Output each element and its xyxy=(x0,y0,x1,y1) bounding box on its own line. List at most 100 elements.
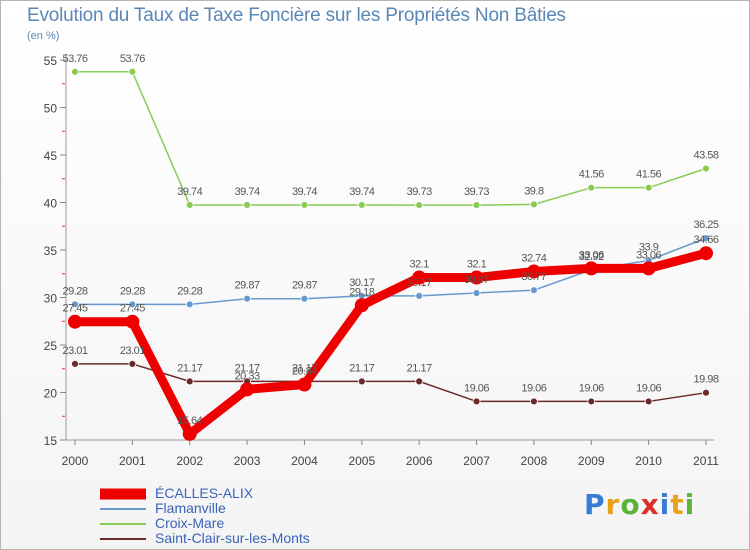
chart-title: Evolution du Taux de Taxe Foncière sur l… xyxy=(27,5,566,26)
y-tick-label: 15 xyxy=(44,434,58,448)
x-tick-label: 2002 xyxy=(176,454,203,468)
x-tick-label: 2007 xyxy=(463,454,490,468)
data-label: 39.74 xyxy=(292,186,317,198)
data-label: 21.17 xyxy=(177,362,202,374)
data-point xyxy=(526,264,541,279)
data-point xyxy=(472,201,481,209)
data-label: 39.8 xyxy=(524,185,544,197)
data-label: 19.06 xyxy=(464,382,489,394)
data-point xyxy=(354,298,369,313)
logo-letter: o xyxy=(620,488,641,521)
legend-swatch xyxy=(100,488,146,499)
data-label: 33.9 xyxy=(639,241,659,253)
data-label: 21.17 xyxy=(235,362,260,374)
data-point xyxy=(240,382,255,397)
data-label: 39.74 xyxy=(235,186,260,198)
data-point xyxy=(641,261,656,276)
data-label: 33.06 xyxy=(636,249,661,261)
data-point xyxy=(243,201,251,209)
data-label: 19.98 xyxy=(693,374,718,386)
data-point xyxy=(185,201,194,209)
data-label: 30.17 xyxy=(349,277,374,289)
logo-letter: i xyxy=(684,488,696,521)
data-point xyxy=(584,261,599,276)
x-tick-label: 2008 xyxy=(521,454,548,468)
data-point xyxy=(644,183,653,192)
x-tick-label: 2009 xyxy=(578,454,605,468)
y-tick-label: 25 xyxy=(44,339,58,353)
data-point xyxy=(702,234,710,243)
data-label: 19.06 xyxy=(521,382,546,394)
legend-label: ÉCALLES-ALIX xyxy=(155,485,254,501)
data-point xyxy=(182,426,197,441)
data-point xyxy=(469,270,484,285)
data-point xyxy=(702,164,710,173)
data-label: 32.92 xyxy=(579,251,604,263)
logo-letter: x xyxy=(640,488,660,521)
logo-letter: r xyxy=(605,488,621,521)
legend-swatch xyxy=(100,507,146,510)
data-point xyxy=(412,270,427,285)
logo-letter: t xyxy=(670,488,685,521)
legend-label: Croix-Mare xyxy=(155,515,225,531)
data-label: 21.17 xyxy=(407,362,432,374)
proxiti-logo: Proxiti xyxy=(584,488,695,521)
data-point xyxy=(530,397,538,406)
data-label: 20.33 xyxy=(235,370,260,382)
y-tick-label: 50 xyxy=(44,102,58,116)
data-label: 53.76 xyxy=(120,53,145,65)
data-label: 34.66 xyxy=(693,234,718,246)
data-point xyxy=(357,377,366,386)
x-tick-label: 2003 xyxy=(234,454,261,468)
data-point xyxy=(415,377,424,386)
legend-swatch xyxy=(100,522,146,525)
data-label: 30.47 xyxy=(464,274,489,286)
data-label: 15.64 xyxy=(177,415,202,427)
data-point xyxy=(587,397,596,406)
data-point xyxy=(297,377,312,392)
data-point xyxy=(71,300,79,309)
data-label: 29.87 xyxy=(292,280,317,292)
data-label: 19.06 xyxy=(636,382,661,394)
data-label: 30.17 xyxy=(407,277,432,289)
legend-label: Saint-Clair-sur-les-Monts xyxy=(155,530,310,546)
data-label: 29.28 xyxy=(120,285,145,297)
data-point xyxy=(644,397,653,406)
data-label: 39.73 xyxy=(464,186,489,198)
data-point xyxy=(587,183,596,192)
data-label: 39.73 xyxy=(407,186,432,198)
data-point xyxy=(530,286,538,295)
data-label: 33.06 xyxy=(579,249,604,261)
y-tick-label: 35 xyxy=(44,244,58,258)
data-point xyxy=(128,360,137,368)
data-label: 19.06 xyxy=(579,382,604,394)
data-point xyxy=(125,314,140,329)
logo-letter: i xyxy=(659,488,671,521)
data-label: 32.1 xyxy=(409,259,429,271)
data-point xyxy=(128,300,137,309)
x-tick-label: 2001 xyxy=(119,454,146,468)
data-label: 39.74 xyxy=(349,186,374,198)
y-tick-label: 20 xyxy=(44,387,58,401)
data-label: 32.1 xyxy=(467,259,487,271)
x-tick-label: 2004 xyxy=(291,454,318,468)
data-point xyxy=(185,300,194,309)
series-line xyxy=(70,248,711,439)
x-tick-label: 2010 xyxy=(635,454,662,468)
data-point xyxy=(243,294,251,303)
data-point xyxy=(472,289,481,297)
legend-swatch xyxy=(100,537,146,540)
y-tick-label: 40 xyxy=(44,197,58,211)
logo-letter: P xyxy=(584,488,606,521)
data-point xyxy=(71,67,79,76)
data-point xyxy=(472,397,481,406)
data-label: 27.45 xyxy=(62,303,87,315)
data-label: 41.56 xyxy=(636,169,661,181)
data-point xyxy=(71,360,79,368)
data-label: 41.56 xyxy=(579,169,604,181)
data-label: 29.18 xyxy=(349,286,374,298)
data-label: 32.74 xyxy=(521,252,546,264)
data-point xyxy=(300,294,309,303)
series-line xyxy=(74,71,707,206)
data-label: 43.58 xyxy=(693,149,718,161)
